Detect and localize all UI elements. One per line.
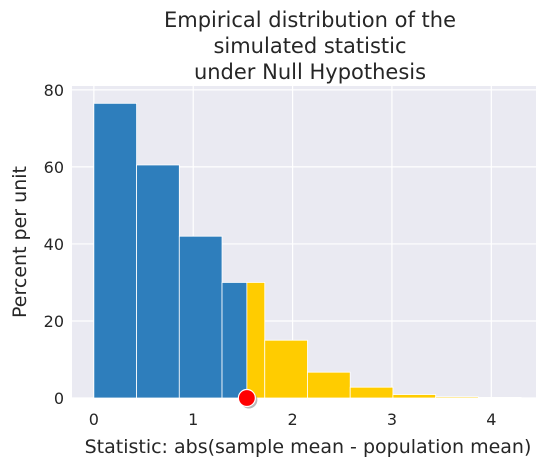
y-axis-ticks: 0 20 40 60 80	[44, 81, 64, 408]
x-tick-label-3: 3	[387, 410, 397, 429]
chart-title-line-2: simulated statistic	[213, 34, 406, 58]
x-axis-label: Statistic: abs(sample mean - population …	[85, 436, 532, 458]
y-tick-label-60: 60	[44, 158, 64, 177]
y-tick-label-0: 0	[54, 389, 64, 408]
x-tick-label-2: 2	[287, 410, 297, 429]
x-tick-label-1: 1	[188, 410, 198, 429]
y-tick-label-20: 20	[44, 312, 64, 331]
histogram-bar-10	[477, 397, 522, 399]
histogram-bar-0	[93, 102, 137, 399]
histogram-bars	[93, 102, 522, 399]
x-tick-label-0: 0	[89, 410, 99, 429]
histogram-bar-1	[136, 164, 180, 399]
histogram-bar-9	[435, 396, 479, 399]
y-axis-label: Percent per unit	[9, 166, 31, 318]
observed-statistic-marker	[237, 388, 258, 409]
histogram-bar-5	[264, 339, 308, 399]
y-tick-label-40: 40	[44, 235, 64, 254]
histogram-bar-8	[392, 394, 437, 399]
histogram-bar-7	[349, 386, 394, 399]
observed-statistic-dot	[237, 388, 256, 408]
x-axis-ticks: 0 1 2 3 4	[89, 410, 497, 429]
chart-title-line-3: under Null Hypothesis	[194, 60, 426, 84]
histogram-bar-2	[178, 235, 223, 399]
x-tick-label-4: 4	[486, 410, 496, 429]
chart-title-line-1: Empirical distribution of the	[164, 8, 456, 32]
histogram-bar-6	[307, 371, 351, 399]
histogram-bar-3	[221, 282, 248, 399]
y-tick-label-80: 80	[44, 81, 64, 100]
histogram-bar-4	[246, 282, 266, 399]
